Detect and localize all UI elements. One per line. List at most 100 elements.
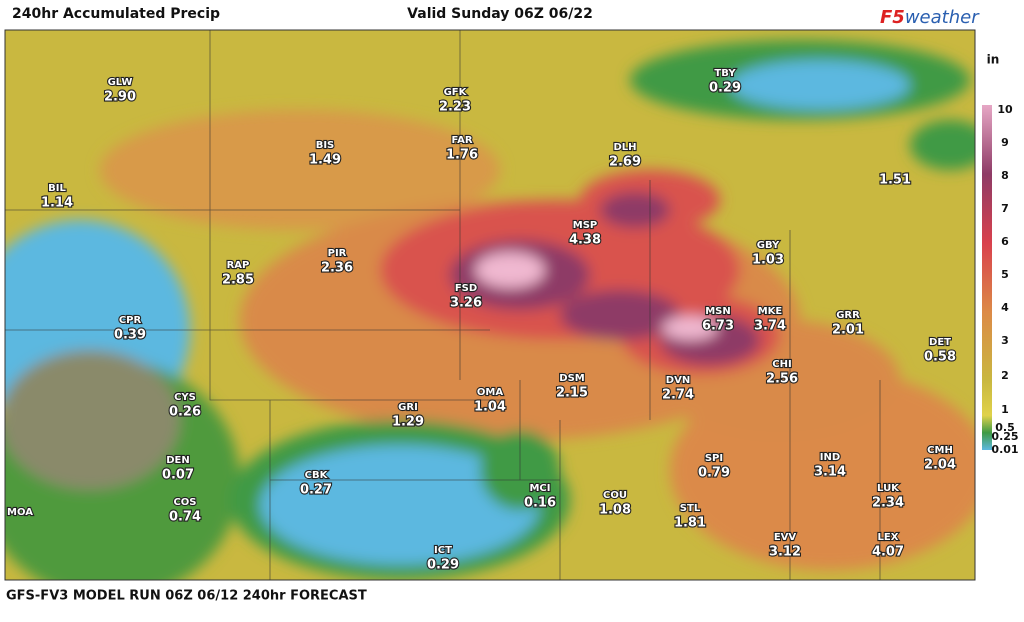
station-value: 1.14 [41,196,73,211]
station-code: DET [929,337,951,348]
color-bar [982,105,992,450]
station-value: 2.74 [662,388,694,403]
station-value: 2.23 [439,100,471,115]
station-value: 0.58 [924,350,956,365]
station-value: 2.04 [924,458,956,473]
station-value: 3.14 [814,465,846,480]
station-value: 0.29 [427,558,459,573]
valid-time: Valid Sunday 06Z 06/22 [407,6,593,22]
station-code: PIR [328,248,347,259]
legend-tick-label: 6 [1001,235,1009,248]
station-code: CHI [772,359,791,370]
station-value: 3.74 [754,319,786,334]
station-code: LUK [877,483,900,494]
station-code: IND [820,452,840,463]
station-code: SPI [705,453,723,464]
legend-tick-label: 7 [1001,202,1009,215]
station-code: CPR [119,315,142,326]
station-code: FAR [451,135,472,146]
station-code: MSP [573,220,597,231]
station-value: 0.27 [300,483,332,498]
station-value: 1.04 [474,400,506,415]
legend-tick-label: 4 [1001,301,1009,314]
station-value: 1.29 [392,415,424,430]
station-code: GLW [108,77,133,88]
station-value: 0.39 [114,328,146,343]
legend-tick-label: 5 [1001,268,1009,281]
station-value: 2.56 [766,372,798,387]
station-code: ICT [434,545,452,556]
station-value: 1.81 [674,516,706,531]
station-value: 0.74 [169,510,201,525]
logo: F5weather [880,7,980,28]
station-value: 2.34 [872,496,904,511]
station-value: 0.16 [524,496,556,511]
legend-tick-label: 0.25 [991,430,1018,443]
station-code: MSN [705,306,731,317]
station-code: DSM [559,373,585,384]
station-value: 1.08 [599,503,631,518]
legend-ticks: 10 9 8 7 6 5 4 3 2 1 0.50.250.01 [991,103,1018,456]
station-code: DEN [166,455,190,466]
station-code: BIS [316,140,335,151]
station-value: 6.73 [702,319,734,334]
map-frame [4,29,976,581]
station-code: EVV [774,532,797,543]
map-title: 240hr Accumulated Precip [12,6,220,22]
station-code: LEX [878,532,899,543]
station-code: CMH [927,445,953,456]
legend-tick-label: 9 [1001,136,1009,149]
station-value: 2.85 [222,273,254,288]
station-value: 2.90 [104,90,136,105]
footer: GFS-FV3 MODEL RUN 06Z 06/12 240hr FORECA… [6,589,367,604]
station-code: COU [603,490,627,501]
legend-unit: in [987,53,1000,67]
station-code: GBY [757,240,780,251]
station-value: 0.29 [709,81,741,96]
station-code: MOA [7,507,33,518]
station-code: MKE [758,306,783,317]
station-value: 1.03 [752,253,784,268]
legend-tick-label: 3 [1001,334,1009,347]
legend-tick-label: 2 [1001,369,1009,382]
station-code: GRR [836,310,860,321]
station-code: COS [173,497,196,508]
station-value: 2.15 [556,386,588,401]
map [5,30,975,580]
station-code: CYS [174,392,196,403]
station-value: 1.51 [879,173,911,188]
station-value: 0.79 [698,466,730,481]
station-code: CBK [305,470,329,481]
station-code: DLH [613,142,636,153]
logo-word: weather [905,7,980,28]
legend-tick-label: 8 [1001,169,1009,182]
station-code: DVN [666,375,690,386]
station-value: 1.76 [446,148,478,163]
station-code: TBY [714,68,736,79]
station-code: OMA [477,387,503,398]
station-code: MCI [529,483,550,494]
station-value: 3.12 [769,545,801,560]
station-value: 3.26 [450,296,482,311]
station-value: 4.38 [569,233,601,248]
station-code: STL [680,503,701,514]
legend-tick-label: 0.5 [995,421,1015,434]
station-value: 0.07 [162,468,194,483]
station-code: FSD [455,283,477,294]
legend-tick-label: 0.01 [991,443,1018,456]
station-code: RAP [227,260,250,271]
legend-tick-label: 1 [1001,403,1009,416]
legend-tick-label: 10 [997,103,1013,116]
station-code: GRI [398,402,418,413]
station-value: 0.26 [169,405,201,420]
station-value: 2.01 [832,323,864,338]
station-value: 2.36 [321,261,353,276]
station-code: BIL [48,183,66,194]
station-code: GFK [444,87,468,98]
station-value: 4.07 [872,545,904,560]
stations: GLW 2.90 BIS 1.49 GFK 2.23 FAR 1.76 DLH 2.69 TBY 0.… [6,67,957,574]
station-value: 1.49 [309,153,341,168]
station-value: 2.69 [609,155,641,170]
logo-brand: F5 [880,7,905,28]
